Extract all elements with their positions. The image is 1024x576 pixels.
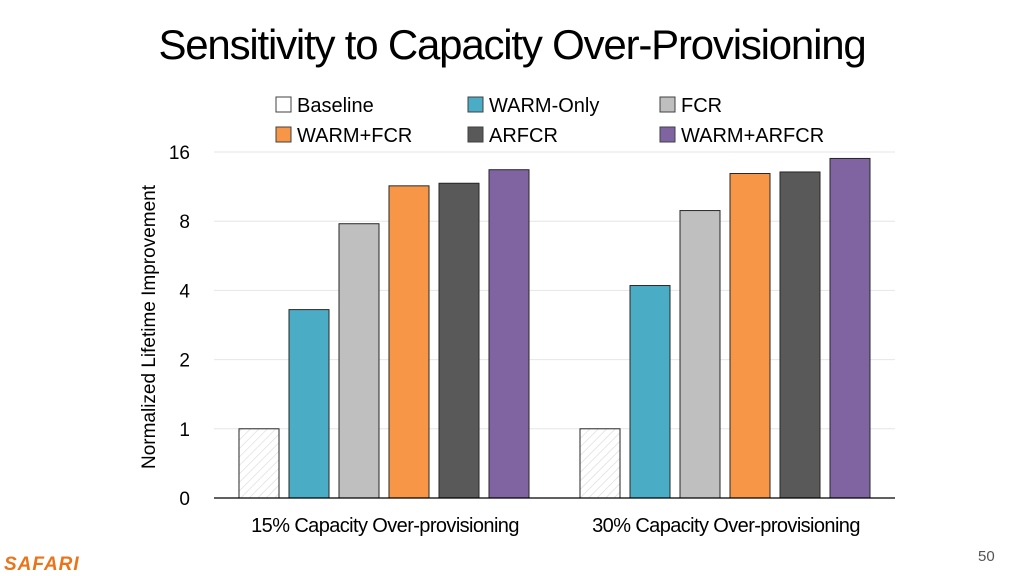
- bar-fcr-1: [338, 223, 380, 499]
- bar-warm-fcr-1: [388, 185, 430, 499]
- legend-label-fcr: FCR: [681, 95, 722, 117]
- safari-logo: SAFARI: [4, 554, 80, 575]
- legend-label-arfcr: ARFCR: [489, 125, 558, 147]
- bar-warm-fcr-2: [729, 173, 771, 499]
- bar-fcr-2: [679, 210, 721, 499]
- legend-swatch-baseline: [275, 96, 292, 113]
- legend-swatch-fcr: [659, 96, 676, 113]
- legend-label-warm-only: WARM-Only: [489, 95, 599, 117]
- y-tick-label: 0: [179, 489, 190, 510]
- y-tick-labels: 0 1 2 4 8 16: [169, 143, 191, 510]
- bar-warm-arfcr-1: [488, 169, 530, 499]
- slide-title: Sensitivity to Capacity Over-Provisionin…: [158, 21, 866, 68]
- y-tick-label: 2: [179, 351, 190, 372]
- legend-swatch-warm-arfcr: [659, 126, 676, 143]
- legend-swatch-warm-fcr: [275, 126, 292, 143]
- y-tick-label: 8: [179, 212, 190, 233]
- bar-warm-only-1: [288, 309, 330, 499]
- bar-baseline-2: [579, 428, 621, 499]
- bar-warm-arfcr-2: [829, 157, 871, 499]
- page-number: 50: [978, 548, 995, 565]
- legend-swatch-arfcr: [467, 126, 484, 143]
- y-axis-label: Normalized Lifetime Improvement: [139, 184, 160, 469]
- legend: Baseline WARM-Only FCR WARM+FCR ARFCR WARM+AR…: [275, 95, 824, 147]
- bar-arfcr-1: [438, 182, 480, 499]
- legend-label-baseline: Baseline: [297, 95, 374, 117]
- x-category-label-2: 30% Capacity Over-provisioning: [592, 515, 860, 537]
- y-tick-label: 1: [179, 420, 190, 441]
- legend-label-warm-arfcr: WARM+ARFCR: [681, 125, 824, 147]
- y-tick-label: 16: [169, 143, 190, 164]
- bar-baseline-1: [238, 428, 280, 499]
- legend-label-warm-fcr: WARM+FCR: [297, 125, 412, 147]
- bar-arfcr-2: [779, 171, 821, 499]
- x-category-labels: 15% Capacity Over-provisioning 30% Capaci…: [251, 515, 860, 537]
- bar-warm-only-2: [629, 285, 671, 499]
- x-category-label-1: 15% Capacity Over-provisioning: [251, 515, 519, 537]
- bars-group: [238, 157, 871, 499]
- y-tick-label: 4: [179, 281, 190, 302]
- legend-swatch-warm-only: [467, 96, 484, 113]
